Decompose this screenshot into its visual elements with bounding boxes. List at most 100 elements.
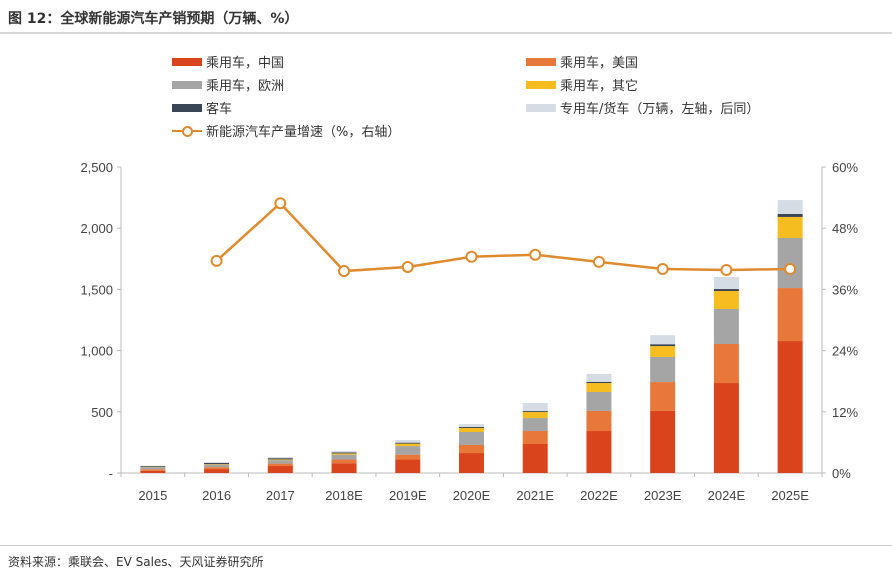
figure-title: 图 12：全球新能源汽车产销预期（万辆、%） — [8, 11, 299, 27]
growth-point — [274, 197, 287, 210]
x-tick-label: 2016 — [202, 488, 231, 503]
source-note: 资料来源：乘联会、EV Sales、天风证券研究所 — [8, 555, 264, 569]
legend-label: 客车 — [206, 102, 233, 117]
bar-segment — [140, 470, 166, 473]
bar-segment — [522, 431, 548, 444]
x-tick-label: 2017 — [266, 488, 295, 503]
legend-swatch — [526, 103, 556, 112]
bar-segment — [522, 402, 548, 412]
legend-label: 乘用车，中国 — [206, 56, 285, 71]
right-tick-label: 24% — [832, 344, 858, 359]
title-divider — [0, 32, 892, 34]
bar-segment — [331, 450, 357, 453]
bar-segment — [395, 443, 421, 447]
bar-segment — [331, 452, 357, 454]
x-tick-label: 2020E — [453, 488, 491, 503]
legend-swatch — [526, 57, 556, 66]
bar-segment — [204, 469, 230, 473]
x-tick-label: 2021E — [516, 488, 554, 503]
bar-segment — [522, 411, 548, 413]
bar-segment — [331, 454, 357, 460]
legend-item-us: 乘用车，美国 — [526, 52, 638, 71]
legend-item-bus: 客车 — [172, 98, 232, 117]
legend-label: 专用车/货车（万辆，左轴，后同） — [560, 102, 760, 117]
legend-label: 乘用车，其它 — [560, 79, 639, 94]
growth-line — [215, 201, 791, 273]
bar-segment — [267, 459, 293, 461]
bar-segment — [459, 427, 484, 432]
bar-segment — [267, 463, 293, 467]
bar-segment — [267, 466, 293, 473]
legend-swatch — [172, 57, 202, 66]
bar-segment — [713, 290, 739, 309]
right-tick-label: 36% — [832, 282, 858, 297]
legend-line-marker — [172, 125, 202, 137]
bar-segment — [204, 462, 230, 463]
footer-divider — [0, 545, 892, 546]
left-tick-label: 1,000 — [80, 344, 113, 359]
legend-label: 乘用车，欧洲 — [206, 79, 285, 94]
legend-label: 乘用车，美国 — [560, 56, 639, 71]
bar-segment — [713, 383, 739, 473]
bar-segment — [459, 424, 484, 427]
bar-segment — [713, 343, 739, 384]
right-tick-label: 0% — [832, 466, 851, 481]
bar-segment — [395, 439, 421, 443]
right-tick-label: 12% — [832, 405, 858, 420]
bar-segment — [459, 431, 484, 445]
bar-segment — [395, 454, 421, 460]
growth-point — [401, 260, 414, 273]
bar-segment — [331, 459, 357, 464]
bar-segment — [267, 457, 293, 459]
bar-segment — [713, 308, 739, 344]
bar-segment — [522, 412, 548, 419]
bar-segment — [331, 463, 357, 473]
bar-segment — [459, 444, 484, 454]
legend-item-growth: 新能源汽车产量增速（%，右轴） — [172, 121, 400, 140]
growth-point — [720, 264, 733, 277]
growth-point — [784, 263, 797, 275]
x-tick-label: 2024E — [708, 488, 746, 503]
bar-segment — [267, 460, 293, 464]
bar-segment — [140, 466, 166, 467]
bar-segment — [650, 382, 676, 411]
bar-segment — [586, 373, 612, 382]
bar-segment — [140, 467, 166, 470]
legend-label: 新能源汽车产量增速（%，右轴） — [206, 125, 401, 140]
right-tick-label: 60% — [832, 160, 858, 175]
x-tick-label: 2018E — [325, 488, 363, 503]
bar-segment — [586, 410, 612, 432]
growth-point — [529, 248, 542, 261]
bar-segment — [459, 426, 484, 428]
bar-segment — [650, 410, 676, 473]
chart-area: - 500 1,000 1,500 2,000 2,500 0% 12% 24% 36% 48% 60… — [80, 160, 858, 503]
left-tick-label: - — [109, 466, 113, 481]
bar-segment — [204, 462, 230, 465]
bar-segment — [586, 431, 612, 473]
x-tick-label: 2015 — [138, 488, 167, 503]
bar-segment — [777, 214, 803, 217]
growth-point — [592, 255, 605, 268]
bar-segment — [204, 467, 230, 470]
bar-segment — [586, 381, 612, 384]
bar-segment — [522, 443, 548, 473]
growth-point — [465, 250, 478, 263]
legend-item-special: 专用车/货车（万辆，左轴，后同） — [526, 98, 759, 117]
growth-point — [210, 254, 223, 267]
legend-swatch — [172, 80, 202, 89]
legend-swatch — [526, 80, 556, 89]
bar-segment — [395, 442, 421, 444]
left-tick-label: 2,500 — [80, 160, 113, 175]
right-tick-label: 48% — [832, 221, 858, 236]
left-tick-label: 2,000 — [80, 221, 113, 236]
bar-segment — [650, 335, 676, 345]
bar-segment — [204, 464, 230, 468]
left-tick-label: 1,500 — [80, 282, 113, 297]
bar-segment — [777, 216, 803, 238]
bar-segment — [650, 356, 676, 383]
bar-segment — [522, 418, 548, 432]
x-tick-label: 2023E — [644, 488, 682, 503]
bar-segment — [267, 458, 293, 460]
bar-segment — [395, 446, 421, 455]
